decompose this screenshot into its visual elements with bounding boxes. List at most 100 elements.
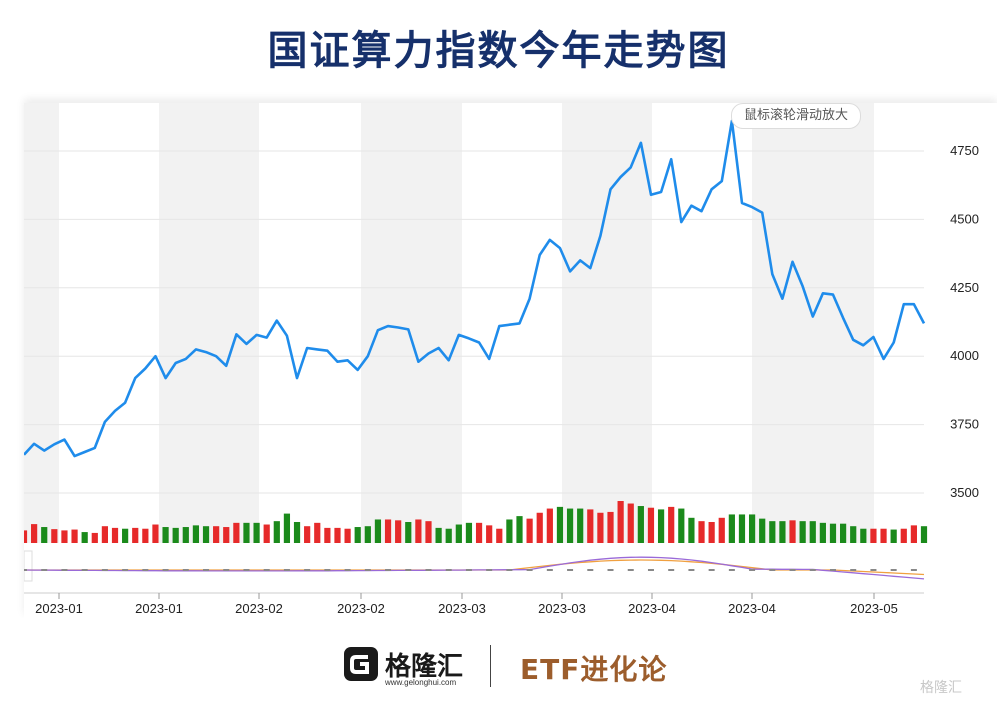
gelonghui-logo-icon [344,647,378,681]
indicator-dash [809,569,816,571]
volume-bar [890,529,897,543]
indicator-dash [465,569,472,571]
volume-bar [374,519,382,543]
y-tick-label: 4500 [950,211,979,226]
indicator-dash [607,569,614,571]
indicator-line-purple [24,556,925,580]
indicator-line-orange [24,559,925,576]
indicator-dash [203,569,210,571]
volume-bar [738,514,746,543]
volume-bar [283,513,291,543]
indicator-dash [850,569,857,571]
volume-bar [71,529,78,543]
volume-bar [910,525,917,543]
volume-bar [41,527,48,543]
volume-bar [647,507,655,543]
volume-bar [223,527,230,543]
volume-bar [486,525,493,543]
volume-bar [101,526,108,543]
volume-bar [657,509,665,543]
volume-bar [637,506,644,543]
volume-bar [152,524,159,543]
volume-bar [617,501,624,543]
volume-bar [759,518,766,543]
indicator-dash [142,569,149,571]
indicator-dash [263,569,270,571]
indicator-dash [829,569,836,571]
indicator-dash [344,569,351,571]
volume-bar [253,522,260,543]
bg-band [562,103,652,543]
indicator-dash [162,569,169,571]
chart-svg[interactable]: 3500 3750 4000 4250 4500 4750 2023-01 2023-01 20… [24,103,997,618]
indicator-dash [870,569,877,571]
volume-bar [668,506,675,543]
indicator-dash [425,569,432,571]
indicator-dash [61,569,68,571]
volume-bar [263,524,270,543]
volume-bar [334,527,341,543]
volume-bar [829,523,837,543]
bg-band [24,103,59,543]
volume-bar [364,526,371,543]
volume-bar [91,532,98,543]
x-tick-label: 2023-03 [438,601,486,616]
indicator-dash [627,569,634,571]
indicator-dash [708,569,715,571]
volume-bar [496,528,503,543]
volume-bar [627,503,634,543]
volume-bar [243,522,250,543]
volume-bar [728,514,735,543]
volume-bar [809,521,816,543]
volume-bar [405,522,412,543]
volume-bar [233,522,240,543]
volume-bar [870,528,877,543]
volume-bar [475,522,483,543]
indicator-dash [41,569,48,571]
volume-bar [556,506,564,543]
indicator-dash [81,569,88,571]
volume-bar [698,521,705,543]
bg-band [159,103,259,543]
bg-band [361,103,462,543]
indicator-dash [283,569,290,571]
volume-bar [678,508,685,543]
volume-bar [111,527,119,543]
y-tick-label: 3500 [950,485,979,500]
volume-bar [445,528,452,543]
volume-bar [506,519,513,543]
x-tick-label: 2023-05 [850,601,898,616]
indicator-dash [24,569,27,571]
volume-bar [840,523,847,543]
logo-name: 格隆汇 [385,652,464,682]
volume-bar [354,527,361,543]
chart-area[interactable]: 3500 3750 4000 4250 4500 4750 2023-01 2023-01 20… [24,103,997,618]
volume-bar [435,527,442,543]
volume-bar [526,518,533,543]
volume-bar [273,521,280,543]
column-name: ETF进化论 [520,653,668,686]
indicator-dash [668,569,675,571]
indicator-dash [385,569,392,571]
volume-bar [577,508,584,543]
x-tick-label: 2023-04 [728,601,776,616]
indicator-dash [324,569,331,571]
footer-divider [490,645,491,687]
indicator-dash [405,569,412,571]
volume-bar [718,517,725,543]
y-tick-label: 4750 [950,143,979,158]
indicator-dash [688,569,695,571]
volume-bar [789,520,796,543]
indicator-dash [647,569,654,571]
indicator-dash [567,569,574,571]
volume-bar [546,508,553,543]
y-tick-label: 3750 [950,417,979,432]
y-tick-label: 4250 [950,280,979,295]
price-line [24,119,926,458]
volume-bar [172,527,179,543]
volume-bar [132,527,139,543]
volume-bar [81,532,88,543]
volume-bar [314,522,321,543]
volume-bar [304,526,311,543]
volume-bar [142,528,149,543]
